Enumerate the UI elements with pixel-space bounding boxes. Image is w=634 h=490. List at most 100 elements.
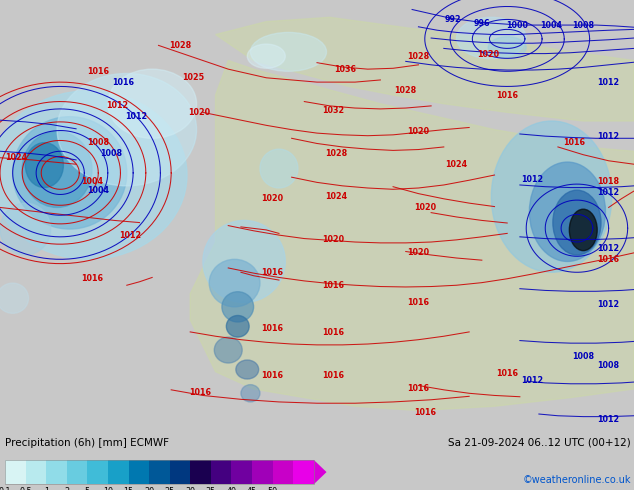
- Text: Precipitation (6h) [mm] ECMWF: Precipitation (6h) [mm] ECMWF: [5, 438, 169, 448]
- Text: 1028: 1028: [394, 86, 417, 95]
- Text: 1012: 1012: [598, 244, 619, 253]
- Bar: [273, 460, 294, 484]
- Text: 40: 40: [226, 487, 236, 490]
- Text: 1012: 1012: [598, 188, 619, 197]
- Text: 1004: 1004: [81, 177, 103, 186]
- Text: 15: 15: [124, 487, 134, 490]
- Ellipse shape: [222, 292, 254, 322]
- Bar: [87, 460, 108, 484]
- Bar: [231, 460, 252, 484]
- Text: 1008: 1008: [573, 352, 594, 361]
- Text: 1012: 1012: [126, 112, 147, 121]
- Text: 0.1: 0.1: [0, 487, 11, 490]
- Text: 1012: 1012: [522, 175, 543, 184]
- Text: 1004: 1004: [87, 186, 109, 195]
- Text: 1016: 1016: [408, 385, 429, 393]
- Bar: [211, 460, 231, 484]
- Polygon shape: [190, 60, 634, 411]
- Text: 1024: 1024: [5, 153, 27, 162]
- Bar: [129, 460, 149, 484]
- Ellipse shape: [209, 259, 260, 307]
- Bar: [108, 460, 129, 484]
- Bar: [294, 460, 314, 484]
- Text: 1012: 1012: [107, 101, 128, 110]
- Text: 1020: 1020: [189, 108, 210, 117]
- Text: 1012: 1012: [598, 415, 619, 424]
- Text: 1008: 1008: [598, 361, 619, 369]
- Bar: [5, 460, 314, 484]
- Text: 1028: 1028: [325, 149, 347, 158]
- Text: 1016: 1016: [496, 369, 518, 378]
- Text: Sa 21-09-2024 06..12 UTC (00+12): Sa 21-09-2024 06..12 UTC (00+12): [448, 438, 631, 448]
- Text: 1016: 1016: [414, 408, 436, 417]
- Text: 25: 25: [165, 487, 175, 490]
- Text: 30: 30: [185, 487, 195, 490]
- Ellipse shape: [0, 283, 29, 313]
- Text: 1020: 1020: [408, 248, 429, 257]
- Ellipse shape: [569, 209, 597, 251]
- Text: 5: 5: [85, 487, 90, 490]
- Bar: [149, 460, 170, 484]
- Text: 1024: 1024: [325, 192, 347, 201]
- Bar: [252, 460, 273, 484]
- Ellipse shape: [22, 131, 92, 207]
- Text: 1025: 1025: [183, 74, 204, 82]
- Text: 1020: 1020: [414, 203, 436, 212]
- Text: 0.5: 0.5: [20, 487, 32, 490]
- Text: 1012: 1012: [598, 300, 619, 309]
- Ellipse shape: [108, 69, 197, 138]
- Bar: [190, 460, 211, 484]
- Ellipse shape: [553, 190, 601, 255]
- Bar: [67, 460, 87, 484]
- Ellipse shape: [226, 316, 249, 337]
- Ellipse shape: [13, 117, 127, 229]
- Bar: [46, 460, 67, 484]
- Text: 1012: 1012: [522, 376, 543, 385]
- Text: ©weatheronline.co.uk: ©weatheronline.co.uk: [522, 475, 631, 486]
- Ellipse shape: [491, 121, 612, 272]
- Text: 1016: 1016: [189, 388, 210, 397]
- Text: 1032: 1032: [322, 106, 344, 115]
- Text: 1008: 1008: [100, 149, 122, 158]
- Text: 1016: 1016: [496, 91, 518, 99]
- Polygon shape: [216, 17, 634, 121]
- Ellipse shape: [203, 220, 285, 302]
- Bar: [5, 460, 25, 484]
- Text: 1028: 1028: [169, 41, 192, 50]
- Text: 1020: 1020: [477, 49, 499, 58]
- Text: 10: 10: [103, 487, 113, 490]
- Text: 1016: 1016: [322, 328, 344, 337]
- Text: 1020: 1020: [322, 235, 344, 245]
- Bar: [170, 460, 190, 484]
- Text: 50: 50: [268, 487, 278, 490]
- Text: 1020: 1020: [408, 127, 429, 136]
- Text: 992: 992: [445, 15, 462, 24]
- Ellipse shape: [529, 162, 605, 262]
- Text: 1016: 1016: [408, 298, 429, 307]
- Text: 1016: 1016: [262, 324, 283, 333]
- Ellipse shape: [57, 74, 197, 186]
- Text: 1000: 1000: [506, 22, 527, 30]
- Text: 1016: 1016: [87, 67, 109, 76]
- Ellipse shape: [250, 32, 327, 72]
- Text: 1024: 1024: [446, 160, 467, 169]
- Ellipse shape: [236, 360, 259, 379]
- Text: 1012: 1012: [598, 77, 619, 87]
- Text: 1016: 1016: [262, 268, 283, 277]
- Text: 1016: 1016: [322, 371, 344, 381]
- Text: 1016: 1016: [113, 77, 134, 87]
- Ellipse shape: [247, 44, 285, 68]
- Text: 2: 2: [64, 487, 69, 490]
- Text: 1016: 1016: [81, 274, 103, 283]
- Text: 45: 45: [247, 487, 257, 490]
- Text: 1018: 1018: [598, 177, 619, 186]
- Text: 20: 20: [144, 487, 154, 490]
- Text: 1028: 1028: [407, 51, 430, 61]
- Bar: [25, 460, 46, 484]
- Text: 1016: 1016: [598, 255, 619, 264]
- Ellipse shape: [0, 203, 51, 255]
- Text: 1012: 1012: [119, 231, 141, 240]
- Ellipse shape: [241, 385, 260, 402]
- Text: 1008: 1008: [87, 138, 109, 147]
- Ellipse shape: [260, 149, 298, 188]
